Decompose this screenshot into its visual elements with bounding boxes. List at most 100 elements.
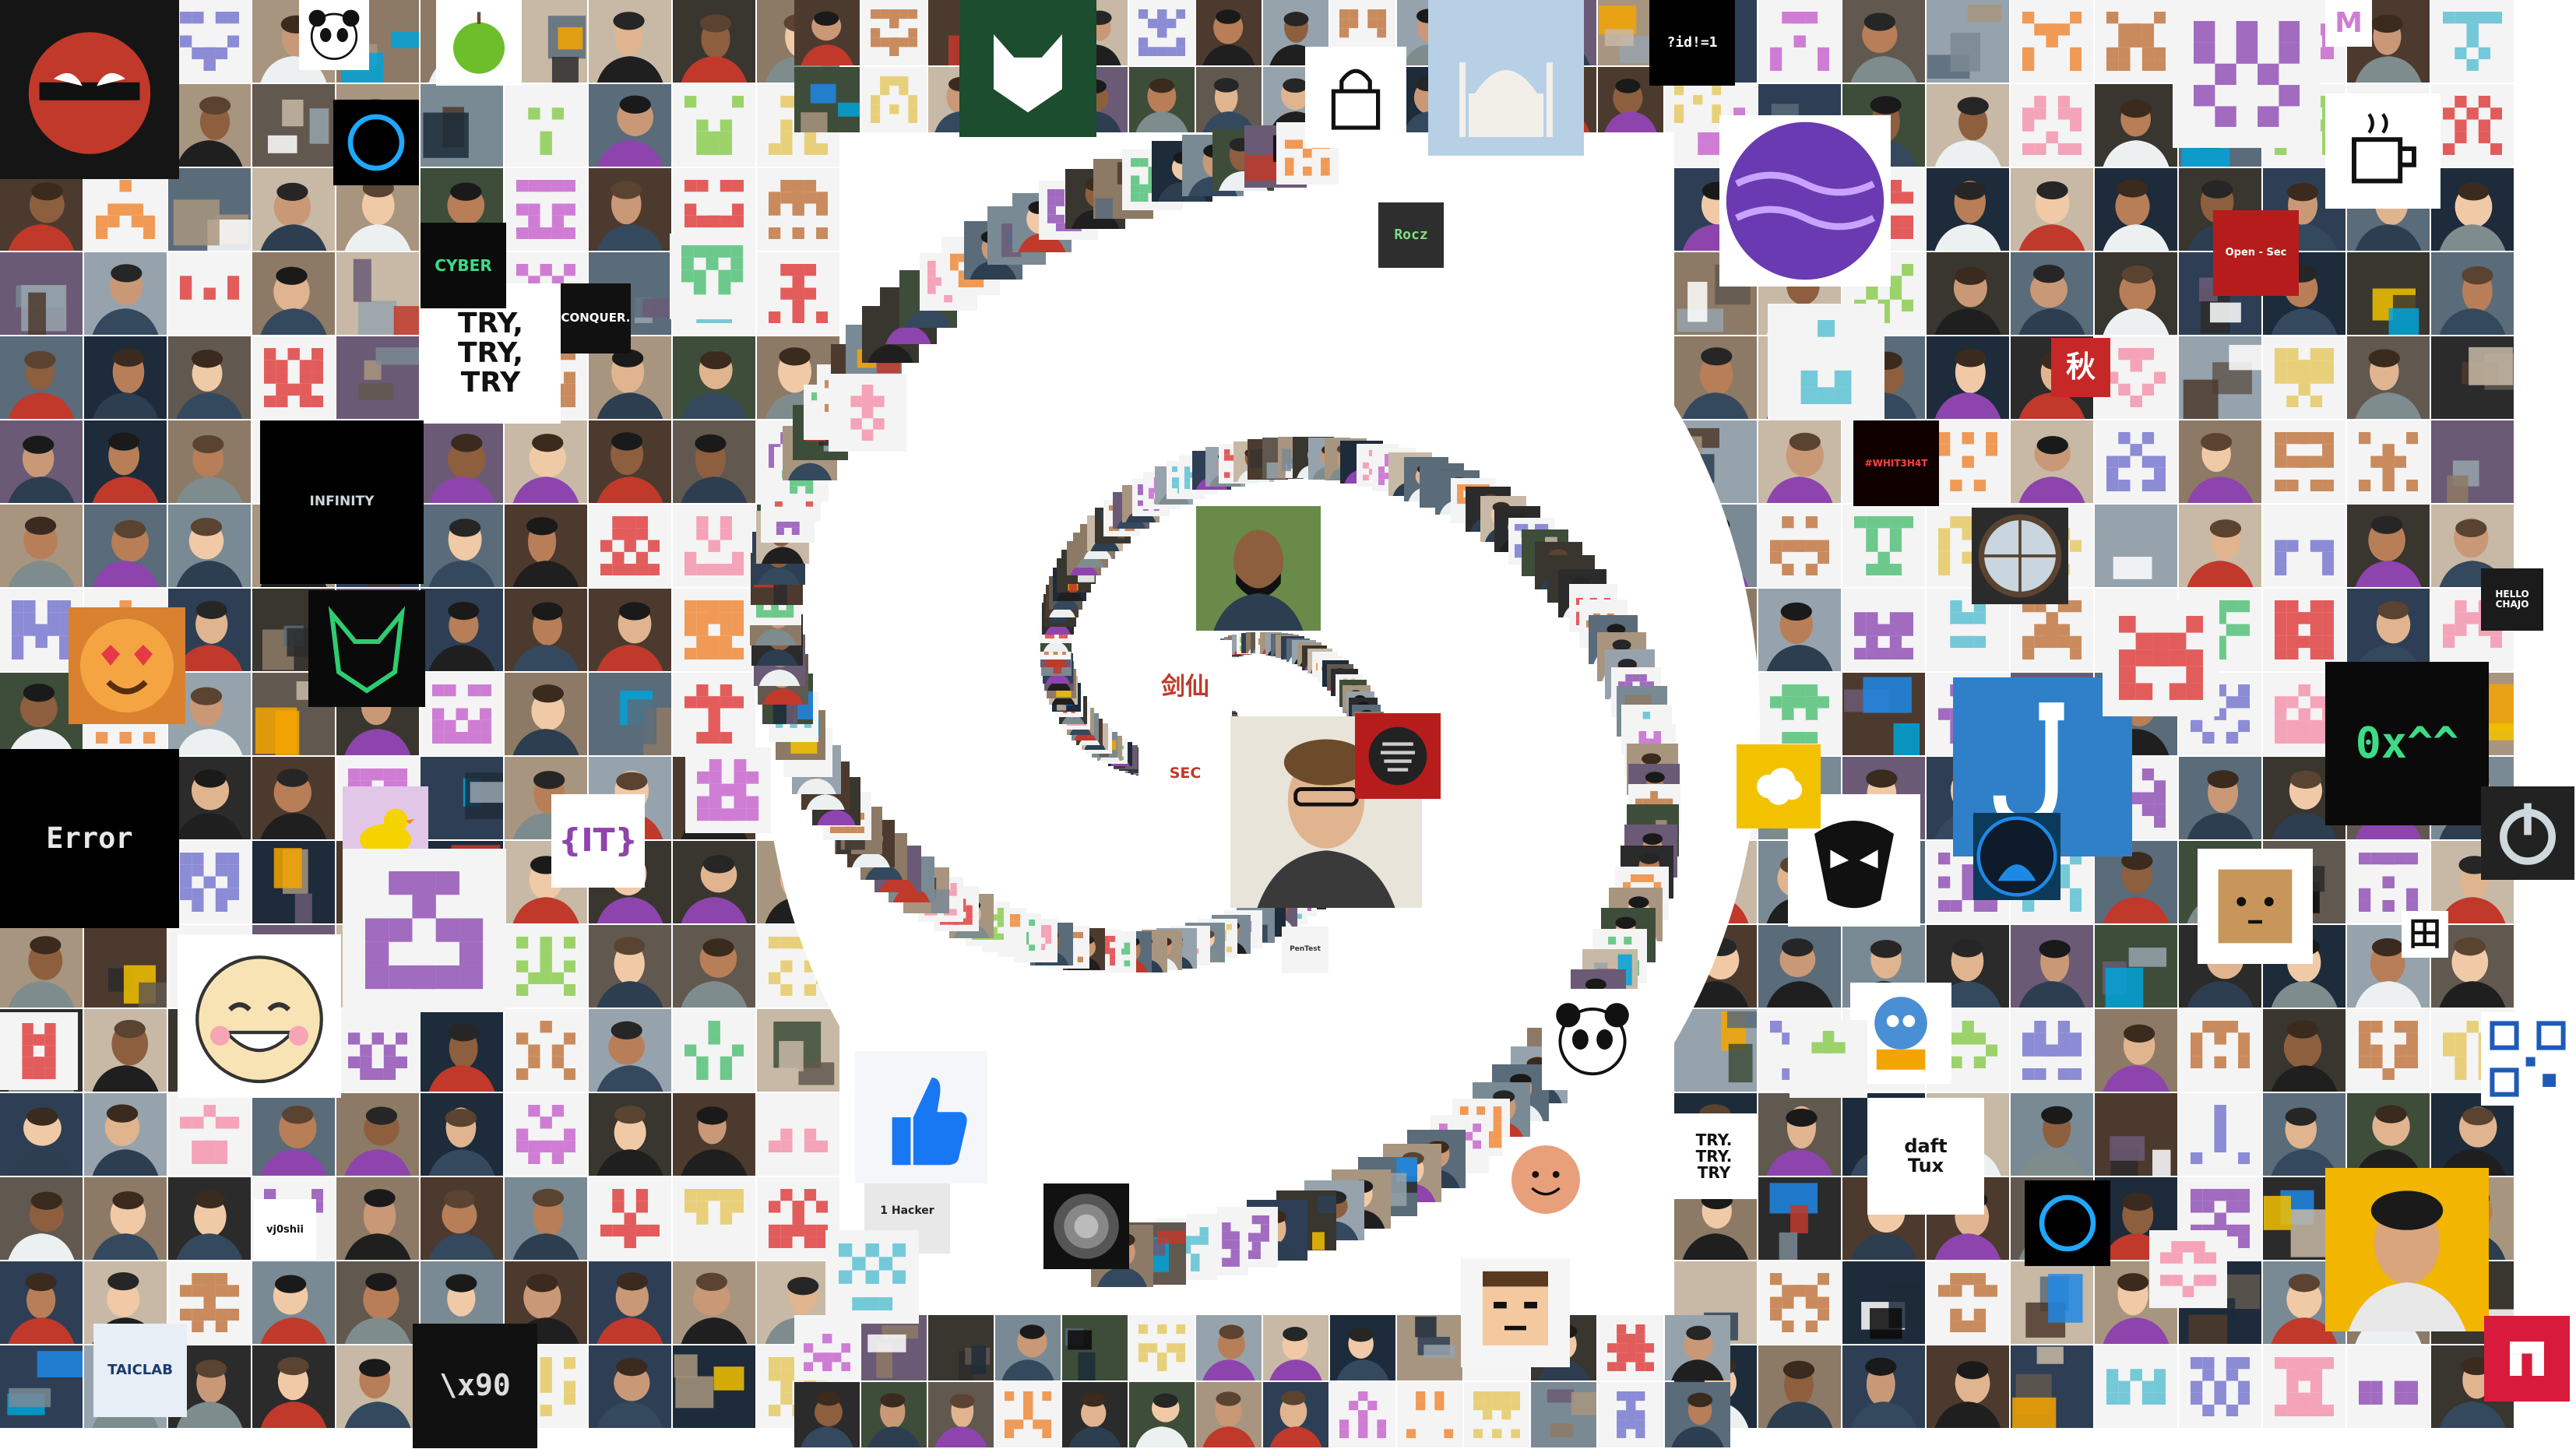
person-icon xyxy=(173,199,251,251)
photo-avatar xyxy=(589,1261,671,1344)
identicon-avatar xyxy=(757,252,839,335)
heart-eyes-icon xyxy=(80,619,174,712)
panda-icon xyxy=(1556,1003,1629,1076)
person-icon xyxy=(8,182,75,251)
photo-avatar xyxy=(168,420,251,503)
identicon-avatar xyxy=(2431,84,2514,167)
identicon-avatar xyxy=(670,234,755,319)
photo-avatar xyxy=(505,673,587,755)
photo-avatar xyxy=(0,336,83,419)
identicon-icon xyxy=(516,936,576,997)
identicon-icon xyxy=(2119,616,2203,700)
person-icon xyxy=(267,99,329,153)
photo-avatar xyxy=(2347,589,2430,671)
identicon-icon xyxy=(768,1188,829,1249)
identicon-avatar xyxy=(2011,1009,2093,1092)
person-icon xyxy=(681,350,748,419)
person-icon xyxy=(260,768,327,839)
photo-avatar xyxy=(2431,505,2514,587)
person-icon xyxy=(8,516,75,587)
photo-avatar xyxy=(421,84,503,167)
window-dome-icon xyxy=(1978,514,2062,598)
person-icon xyxy=(959,1345,991,1380)
identicon-icon xyxy=(768,179,829,240)
identicon-icon xyxy=(179,276,240,300)
photo-avatar xyxy=(2263,1093,2345,1176)
photo-avatar xyxy=(1842,0,1925,83)
daft-tux-avatar-label: daft Tux xyxy=(1904,1134,1948,1176)
photo-avatar xyxy=(861,1382,927,1447)
person-icon xyxy=(2110,1136,2171,1176)
heart-eyes-avatar xyxy=(69,607,185,724)
person-icon xyxy=(1861,1283,1925,1339)
photo-avatar xyxy=(2347,1093,2430,1176)
person-icon xyxy=(2439,856,2506,923)
person-icon xyxy=(1766,1360,1833,1428)
photo-avatar xyxy=(1263,1315,1328,1380)
identicon-icon xyxy=(2022,600,2082,660)
it-logo-avatar-label: {IT} xyxy=(558,821,638,860)
person-icon xyxy=(176,434,243,503)
photo-avatar xyxy=(168,757,251,839)
photo-avatar xyxy=(589,168,671,251)
identicon-icon xyxy=(1606,1324,1655,1372)
identicon-icon xyxy=(1406,1391,1454,1439)
identicon-icon xyxy=(697,759,759,821)
identicon-avatar xyxy=(343,849,506,1012)
person-icon xyxy=(92,348,159,419)
person-icon xyxy=(357,347,419,400)
identicon-icon xyxy=(1138,9,1186,57)
photo-avatar xyxy=(2431,252,2514,335)
photo-avatar xyxy=(84,505,167,587)
person-icon xyxy=(596,1021,663,1092)
photo-avatar xyxy=(928,1382,994,1447)
pixel-face-icon xyxy=(1483,1271,1548,1345)
pentest-avatar: PenTest xyxy=(1282,927,1328,973)
person-icon xyxy=(596,181,663,251)
identicon-avatar xyxy=(673,1177,755,1260)
photo-avatar xyxy=(1397,1315,1462,1380)
try-again-avatar: TRY. TRY. TRY xyxy=(1671,1113,1757,1199)
beard-face-avatar xyxy=(1503,1137,1589,1222)
identicon-avatar xyxy=(2263,1345,2345,1428)
smiling-man-icon xyxy=(2348,1191,2466,1331)
identicon-icon xyxy=(1138,1324,1186,1372)
person-icon xyxy=(801,11,853,65)
letter-m-avatar-label: M xyxy=(2335,7,2363,40)
person-icon xyxy=(512,602,579,671)
person-icon xyxy=(2355,601,2422,671)
identicon-icon xyxy=(2274,431,2335,492)
person-icon xyxy=(260,1275,327,1344)
jian-xian-avatar-label: 剑仙 xyxy=(1161,672,1209,701)
photo-avatar xyxy=(252,168,335,251)
lock-sketch-avatar xyxy=(1305,47,1406,148)
panda-avatar xyxy=(1542,989,1643,1090)
person-icon xyxy=(547,16,586,83)
photo-avatar xyxy=(1927,336,2009,419)
identicon-icon xyxy=(2274,347,2335,408)
person-icon xyxy=(2271,770,2338,839)
person-icon xyxy=(596,1357,663,1428)
identicon-avatar xyxy=(861,0,927,65)
person-icon xyxy=(344,1189,411,1260)
taj-mahal-avatar xyxy=(1428,0,1584,156)
photo-avatar xyxy=(2011,420,2093,503)
photo-avatar xyxy=(2431,336,2514,419)
identicon-icon xyxy=(768,1128,829,1152)
photo-avatar xyxy=(505,505,587,587)
person-icon xyxy=(512,684,579,755)
photo-avatar xyxy=(421,1009,503,1092)
person-icon xyxy=(2103,99,2170,167)
deadpool-avatar xyxy=(0,0,179,179)
person-icon xyxy=(8,936,75,1008)
identicon-icon xyxy=(684,1020,744,1081)
photo-avatar xyxy=(1842,1261,1925,1344)
photo-avatar xyxy=(673,420,755,503)
identicon-icon xyxy=(1811,1031,1846,1053)
identicon-avatar xyxy=(2263,505,2345,587)
photo-avatar xyxy=(0,252,83,335)
photo-avatar xyxy=(1927,252,2009,335)
photo-avatar xyxy=(84,336,167,419)
photo-avatar xyxy=(1263,1382,1328,1447)
identicon-icon xyxy=(2274,1356,2335,1417)
